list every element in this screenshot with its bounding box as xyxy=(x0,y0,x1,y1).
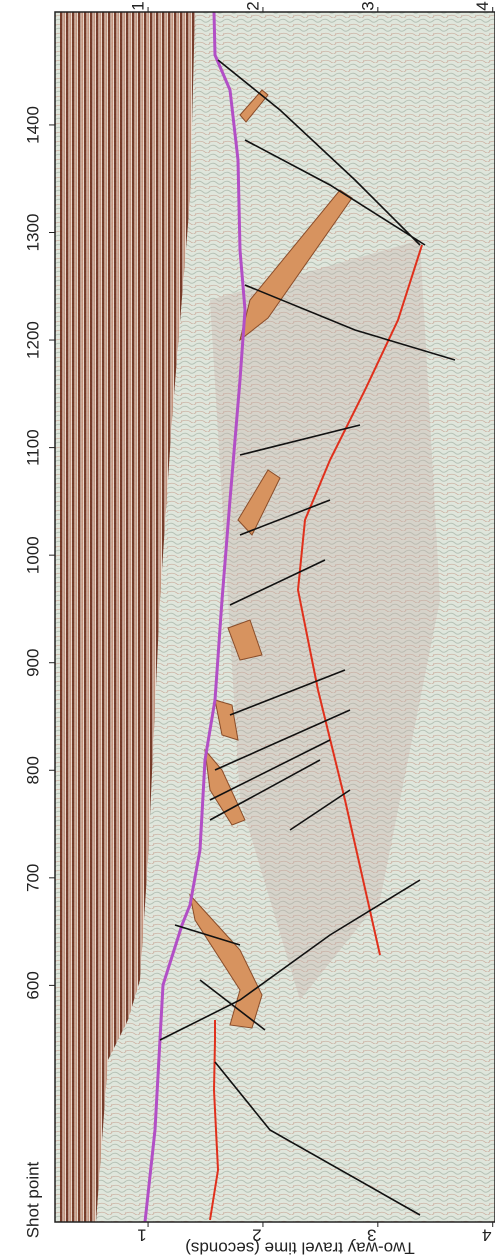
plot-frame xyxy=(54,11,495,1223)
y-tick-label: 900 xyxy=(23,649,42,677)
y-tick-label: 700 xyxy=(23,864,42,892)
seismic-image xyxy=(55,12,495,1222)
y-tick-label: 1300 xyxy=(23,214,42,252)
y-tick-label: 1400 xyxy=(23,106,42,144)
y-tick-label: 1000 xyxy=(23,536,42,574)
y-tick-label: 600 xyxy=(23,971,42,999)
y-tick-label: 800 xyxy=(23,756,42,784)
y-tick-label: 1100 xyxy=(23,429,42,466)
x-axis-title: Two-way travel time (seconds) xyxy=(185,1239,415,1258)
x-tick-label: 3 xyxy=(358,1,377,10)
x-tick-label: 2 xyxy=(243,1,262,10)
x-tick-label: 3 xyxy=(367,1226,376,1245)
x-tick-label: 4 xyxy=(482,1226,491,1245)
y-tick-label: 1200 xyxy=(23,321,42,359)
x-tick-label: 1 xyxy=(129,1,148,10)
axes: 1 1 2 2 3 3 4 4 600 700 800 900 1000 1100 1200 1300 1400… xyxy=(23,1,494,1258)
x-tick-label: 2 xyxy=(252,1226,261,1245)
interpretation xyxy=(143,11,456,1223)
x-tick-label: 4 xyxy=(473,1,492,10)
y-axis-title: Shot point xyxy=(23,1161,42,1238)
x-tick-label: 1 xyxy=(137,1226,146,1245)
